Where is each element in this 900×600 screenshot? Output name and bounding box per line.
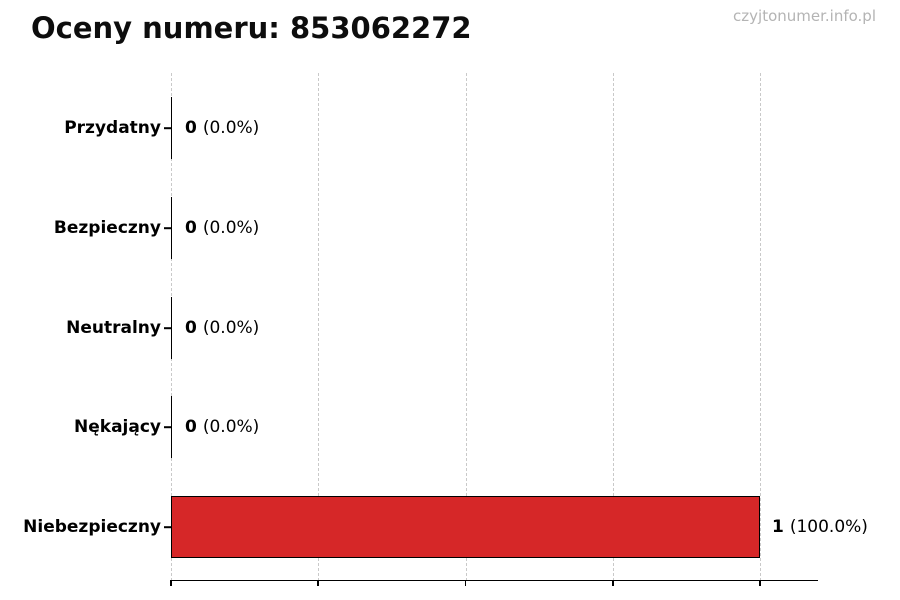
bar-neutralny <box>171 297 172 359</box>
bar-przydatny <box>171 97 172 159</box>
category-label: Niebezpieczny <box>23 517 161 537</box>
bar-bezpieczny <box>171 197 172 259</box>
y-axis-tick <box>164 227 171 229</box>
x-axis-tick <box>317 581 320 587</box>
value-percent: (0.0%) <box>202 318 260 338</box>
chart-row-bezpieczny: Bezpieczny 0 (0.0%) <box>0 197 900 259</box>
value-label: 0 (0.0%) <box>185 218 259 238</box>
x-axis-tick <box>759 581 761 587</box>
value-count: 1 <box>772 517 784 537</box>
gridline <box>760 73 761 581</box>
category-label: Przydatny <box>64 118 161 138</box>
value-percent: (0.0%) <box>202 118 260 138</box>
value-label: 0 (0.0%) <box>185 318 259 338</box>
watermark-text: czyjtonumer.info.pl <box>733 7 876 25</box>
value-label: 0 (0.0%) <box>185 118 259 138</box>
value-percent: (0.0%) <box>202 417 260 437</box>
chart-row-neutralny: Neutralny 0 (0.0%) <box>0 297 900 359</box>
y-axis-tick <box>164 426 171 428</box>
category-label: Nękający <box>74 417 161 437</box>
bar-niebezpieczny <box>171 496 760 558</box>
value-count: 0 <box>185 218 197 238</box>
category-label: Neutralny <box>66 318 161 338</box>
bar-nekajacy <box>171 396 172 458</box>
category-label: Bezpieczny <box>53 218 161 238</box>
y-axis-tick <box>164 127 171 129</box>
value-count: 0 <box>185 417 197 437</box>
x-axis-tick <box>611 581 614 587</box>
value-percent: (100.0%) <box>789 517 868 537</box>
value-label: 1 (100.0%) <box>772 517 868 537</box>
y-axis-tick <box>164 526 171 528</box>
chart-row-nekajacy: Nękający 0 (0.0%) <box>0 396 900 458</box>
gridline <box>612 73 614 581</box>
gridline <box>318 73 320 581</box>
value-count: 0 <box>185 318 197 338</box>
chart-title: Oceny numeru: 853062272 <box>31 11 472 45</box>
x-axis <box>170 579 818 582</box>
y-axis-tick <box>164 327 171 329</box>
chart-row-przydatny: Przydatny 0 (0.0%) <box>0 97 900 159</box>
x-axis-tick <box>170 581 172 587</box>
value-percent: (0.0%) <box>202 218 260 238</box>
value-label: 0 (0.0%) <box>185 417 259 437</box>
gridline <box>465 73 467 581</box>
x-axis-tick <box>464 581 467 587</box>
value-count: 0 <box>185 118 197 138</box>
chart-row-niebezpieczny: Niebezpieczny 1 (100.0%) <box>0 496 900 558</box>
